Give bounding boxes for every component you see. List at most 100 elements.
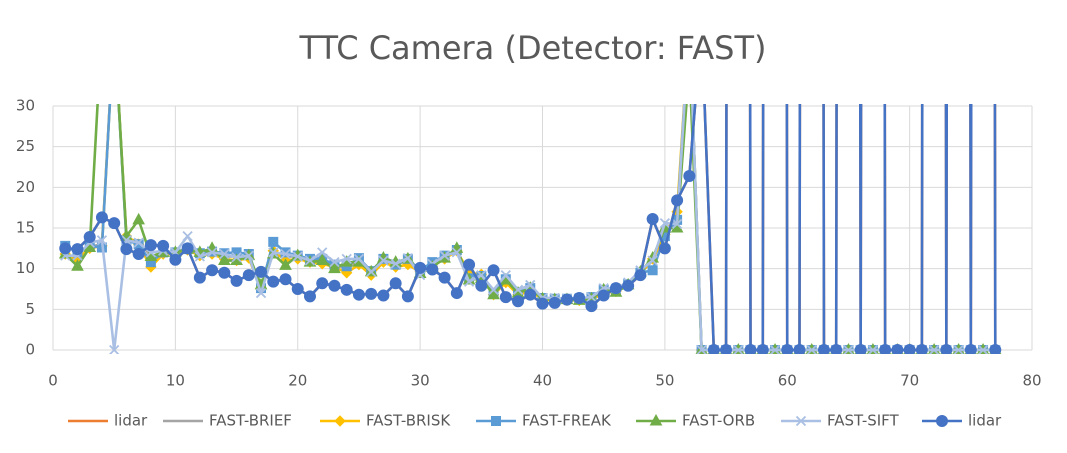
legend-label: FAST-ORB [682,412,755,430]
legend-label: FAST-BRIEF [209,412,292,430]
marker [795,415,807,427]
marker [366,266,377,278]
marker [475,279,488,292]
marker [120,243,133,256]
marker [59,242,72,255]
marker [182,230,193,242]
marker [401,290,414,303]
marker [341,253,352,265]
marker [867,344,879,354]
marker [414,261,427,274]
marker [71,243,84,256]
marker [329,257,340,268]
marker [217,253,231,266]
legend-item: FAST-BRIEF [163,412,292,430]
marker [560,293,573,306]
marker [157,239,170,252]
y-tick-label: 10 [16,259,35,277]
marker [928,344,940,354]
marker [438,271,451,284]
marker [316,277,329,290]
marker [378,255,389,266]
marker [488,284,499,295]
marker [524,288,537,301]
marker [499,291,512,304]
marker [649,413,663,426]
marker [291,283,304,295]
marker [989,344,1002,354]
marker [769,344,781,354]
marker [402,252,414,264]
marker [671,218,683,230]
marker [280,248,291,260]
marker [315,253,329,266]
x-tick-label: 0 [48,372,58,390]
marker [609,282,622,295]
marker [255,287,267,299]
marker [231,252,242,263]
marker [144,239,157,251]
legend-label: lidar [114,412,148,430]
marker [903,344,916,354]
marker [500,270,511,281]
marker [450,287,463,299]
marker [328,279,341,292]
marker [512,295,525,308]
marker [830,344,843,354]
marker [279,258,292,270]
x-tick-label: 70 [900,372,919,390]
marker [268,236,279,247]
marker [377,289,390,302]
marker [781,344,794,354]
marker [646,213,659,225]
marker [879,344,892,354]
plot-area [58,104,1002,354]
marker [935,415,949,427]
marker [658,242,671,255]
legend-item: FAST-FREAK [476,412,612,430]
marker [109,344,120,354]
marker [586,291,597,303]
marker [365,287,378,300]
marker [181,242,194,255]
marker [854,344,867,354]
legend-label: FAST-BRISK [366,412,451,430]
marker [940,344,953,354]
marker [334,415,346,427]
x-tick-label: 50 [655,372,674,390]
marker [267,275,280,288]
marker [585,300,598,312]
marker [964,344,977,354]
legend: lidar FAST-BRIEF FAST-BRISK FAST-FREAK FAST-… [68,412,1002,430]
legend-label: FAST-SIFT [827,412,900,430]
marker [707,344,720,354]
marker [426,263,439,276]
marker [597,289,610,302]
y-tick-label: 30 [16,97,35,115]
marker [733,344,744,354]
marker [242,269,255,282]
marker [683,170,696,182]
marker [843,344,854,354]
marker [525,279,536,291]
marker [132,248,145,260]
marker [193,271,206,284]
marker [671,194,684,207]
marker [304,255,316,266]
marker [389,277,402,290]
marker [132,212,146,225]
marker [573,292,586,304]
marker [491,416,501,426]
marker [439,250,450,261]
marker [953,344,964,354]
marker [977,344,989,354]
marker [536,297,549,310]
legend-item: lidar [68,412,148,430]
marker [71,259,84,271]
marker [303,290,316,303]
y-tick-label: 25 [16,137,35,155]
marker [279,273,292,286]
x-tick-label: 20 [288,372,307,390]
marker [292,251,303,262]
